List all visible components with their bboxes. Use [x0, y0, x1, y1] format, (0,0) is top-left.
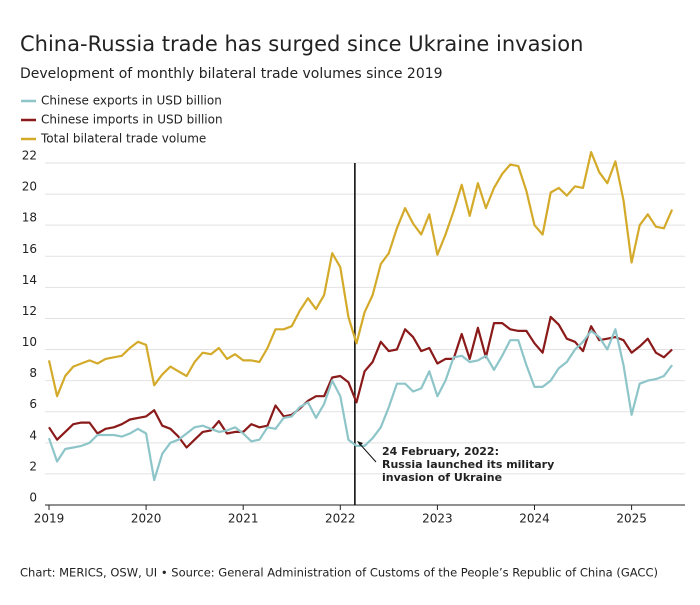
y-tick-label: 8 [29, 366, 37, 380]
x-tick-label: 2020 [131, 512, 162, 526]
chart-title: China-Russia trade has surged since Ukra… [20, 32, 583, 56]
legend-label: Chinese imports in USD billion [41, 113, 223, 127]
y-tick-label: 18 [22, 211, 37, 225]
y-tick-label: 16 [22, 242, 37, 256]
x-tick-label: 2023 [422, 512, 453, 526]
x-tick-label: 2024 [519, 512, 550, 526]
y-tick-label: 12 [22, 304, 37, 318]
y-tick-label: 0 [29, 491, 37, 505]
x-tick-label: 2021 [228, 512, 259, 526]
y-tick-label: 20 [22, 180, 37, 194]
series-line [48, 315, 673, 449]
x-tick-label: 2019 [34, 512, 65, 526]
y-tick-label: 22 [22, 149, 37, 163]
x-tick-label: 2025 [616, 512, 647, 526]
legend-label: Chinese exports in USD billion [41, 94, 222, 108]
chart-subtitle: Development of monthly bilateral trade v… [20, 66, 443, 82]
source: Chart: MERICS, OSW, UI • Source: General… [20, 566, 658, 580]
annotation-text: invasion of Ukraine [382, 471, 502, 484]
annotation-arrow [358, 442, 377, 463]
y-tick-label: 6 [29, 397, 37, 411]
annotation-text: 24 February, 2022: [382, 445, 499, 458]
y-tick-label: 4 [29, 428, 37, 442]
y-tick-label: 2 [29, 459, 37, 473]
y-tick-label: 10 [22, 335, 37, 349]
legend-label: Total bilateral trade volume [40, 132, 206, 146]
annotation-arrowhead [357, 441, 363, 446]
series-line [47, 151, 674, 398]
series-line [47, 328, 673, 482]
annotation-text: Russia launched its military [382, 458, 554, 471]
x-tick-label: 2022 [325, 512, 356, 526]
y-tick-label: 14 [22, 273, 37, 287]
